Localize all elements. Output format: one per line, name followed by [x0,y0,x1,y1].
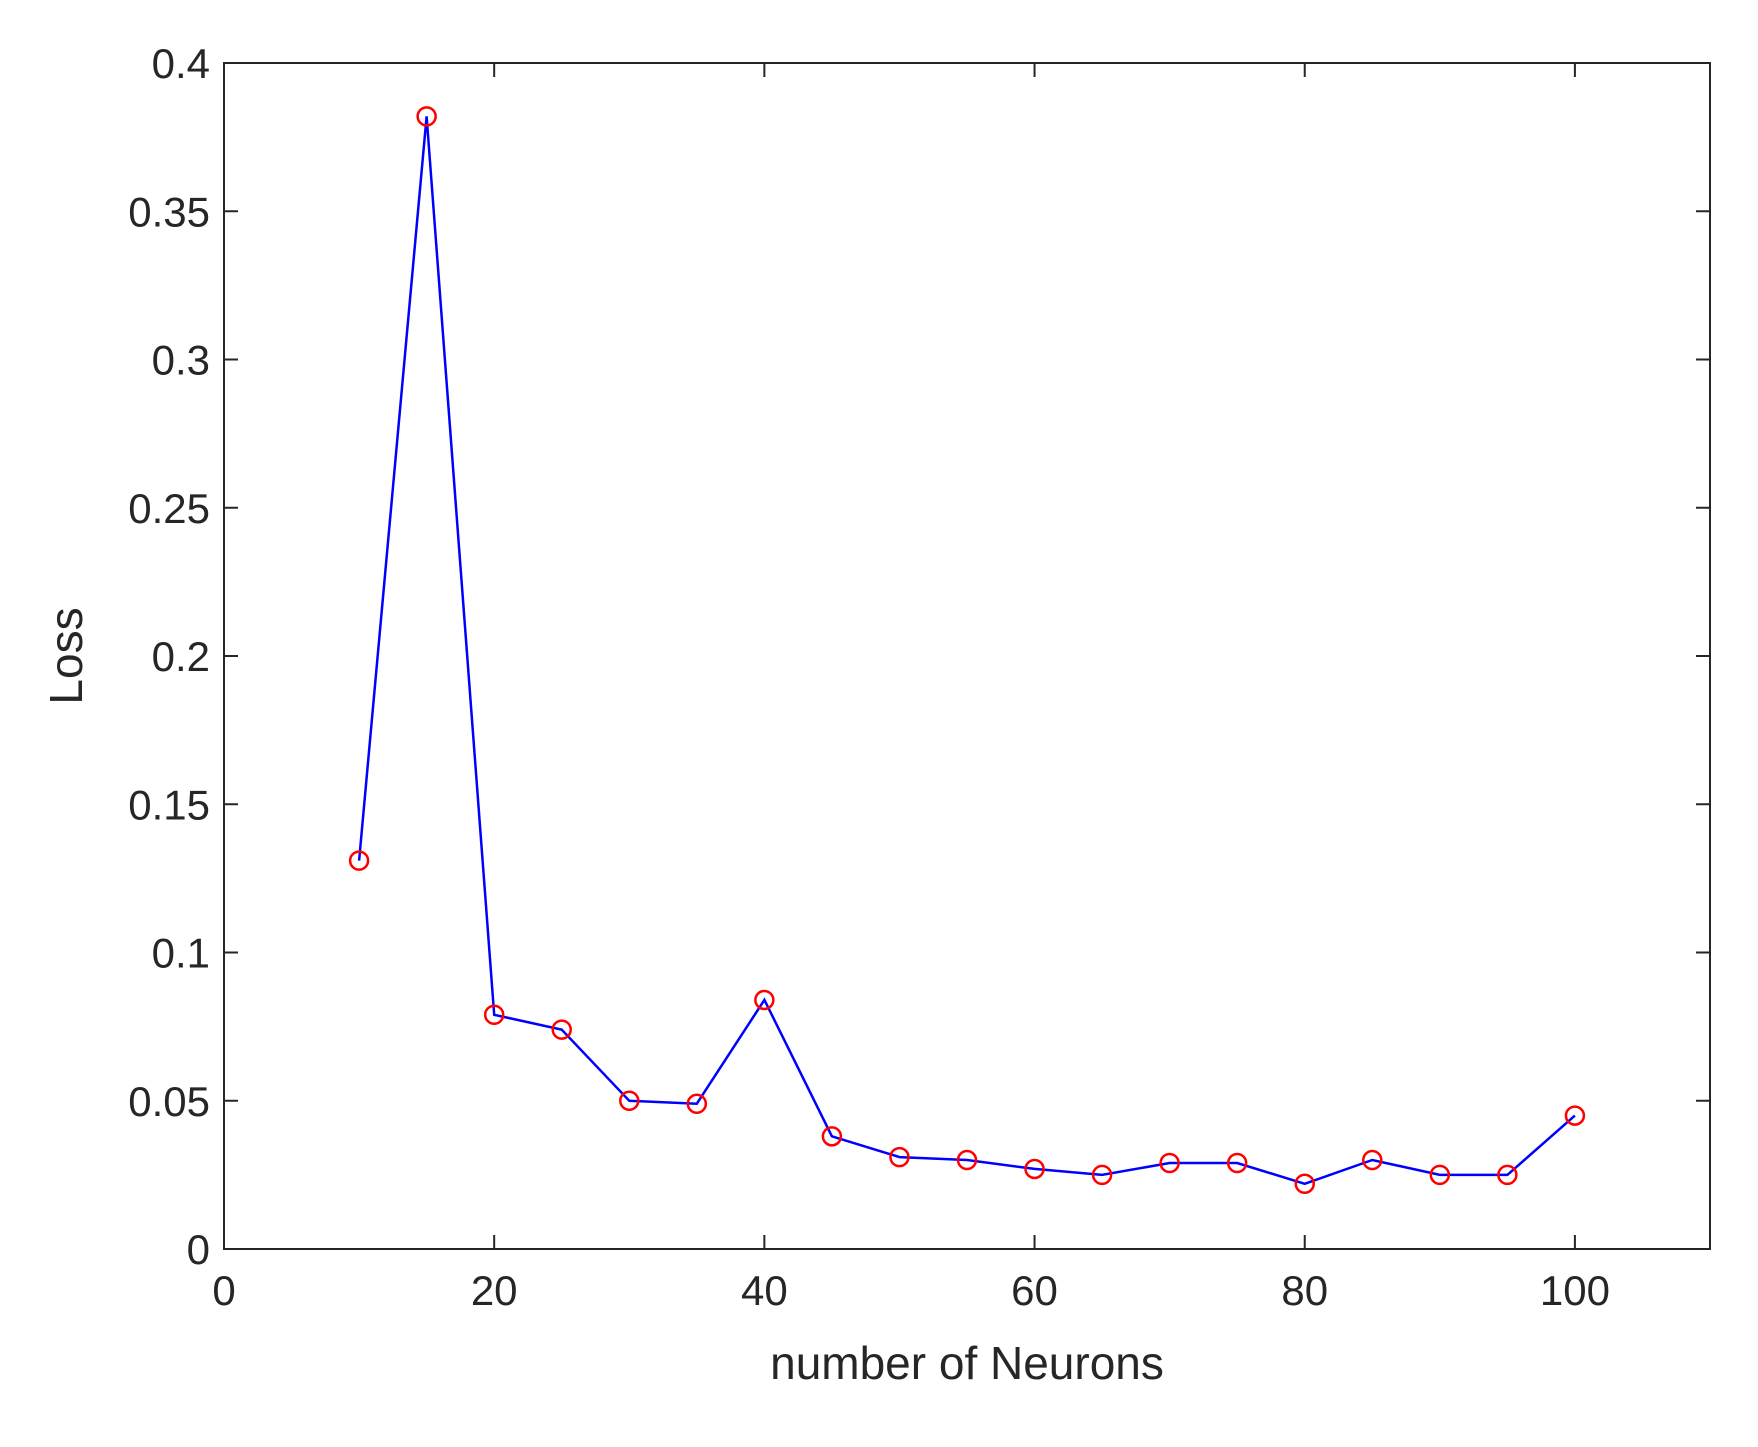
y-tick-label-5: 0.25 [128,485,210,532]
data-point-18 [1564,1105,1586,1126]
y-tick-label-6: 0.3 [152,337,210,384]
data-point-5 [686,1093,708,1114]
y-tick-label-3: 0.15 [128,781,210,828]
series-group [348,106,1586,1195]
data-point-6 [754,989,775,1011]
data-point-17 [1497,1164,1518,1186]
y-tick-label-8: 0.4 [152,40,210,87]
data-point-9 [956,1149,978,1171]
y-tick-label-4: 0.2 [152,633,210,680]
data-point-15 [1362,1149,1383,1171]
data-point-7 [821,1126,843,1147]
data-point-2 [483,1004,505,1026]
data-point-10 [1024,1158,1045,1180]
y-tick-label-0: 0 [187,1226,210,1273]
data-point-1 [416,106,437,127]
x-tick-label-4: 80 [1281,1267,1328,1314]
tick-labels: 0 20 40 60 80 100 0 0.05 0.1 0.15 0.2 0.25 0.3 0.35 0.… [128,40,1610,1314]
x-tick-label-0: 0 [212,1267,235,1314]
data-point-13 [1226,1152,1248,1174]
series-line-0 [357,116,1576,1186]
axes-box [223,62,1711,1250]
x-tick-label-2: 40 [741,1267,788,1314]
data-point-4 [619,1090,640,1111]
y-tick-label-7: 0.35 [128,188,210,235]
x-tick-label-3: 60 [1011,1267,1058,1314]
x-axis-label: number of Neurons [770,1337,1164,1389]
data-point-8 [889,1146,910,1168]
y-tick-label-2: 0.1 [152,930,210,977]
data-point-16 [1429,1164,1451,1186]
data-point-3 [551,1019,572,1040]
y-axis-label: Loss [40,607,92,704]
data-point-11 [1091,1164,1113,1186]
x-tick-label-5: 100 [1540,1267,1610,1314]
data-point-0 [348,850,370,871]
y-tick-label-1: 0.05 [128,1078,210,1125]
data-point-14 [1294,1173,1315,1195]
data-point-12 [1159,1152,1180,1174]
x-tick-label-1: 20 [471,1267,518,1314]
